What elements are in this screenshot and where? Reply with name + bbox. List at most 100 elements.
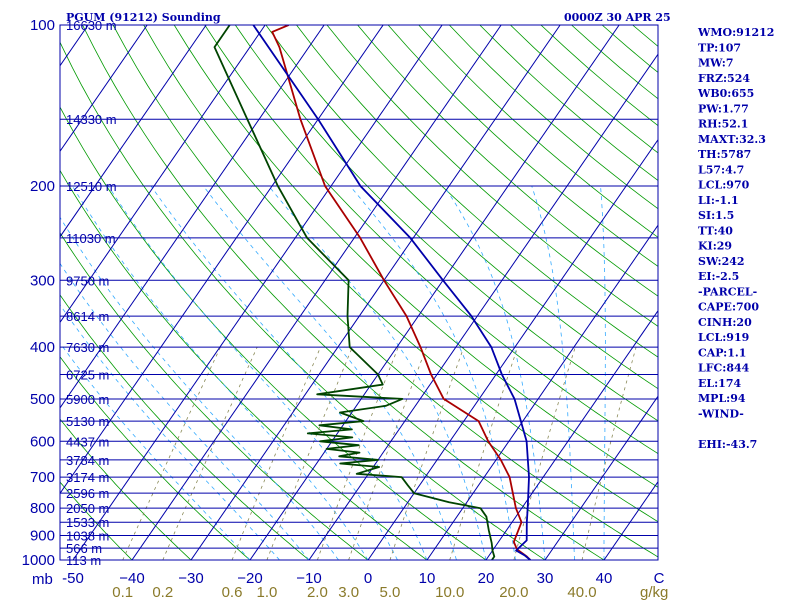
mixing-ratio-tick-label: 0.6 xyxy=(222,584,243,600)
sounding-profiles xyxy=(213,25,531,560)
height-labels: 16630 m 14330 m 12510 m 11030 m 9750 m 8614 m… xyxy=(66,18,117,568)
isotherm-line xyxy=(60,25,148,153)
isotherm-line xyxy=(544,395,658,560)
temperature-tick-label: −30 xyxy=(178,570,203,587)
height-level-label: 9750 m xyxy=(66,273,109,288)
index-value: CAP:1.1 xyxy=(698,346,746,359)
mixing-ratio-tick-label: 1.0 xyxy=(257,584,278,600)
isotherm-line xyxy=(60,25,325,409)
isotherm-line xyxy=(367,138,658,560)
height-level-label: 2050 m xyxy=(66,501,109,516)
moist-adiabat-line xyxy=(531,185,575,560)
index-value: WB0:655 xyxy=(697,87,754,100)
background-grid xyxy=(60,25,658,560)
index-value: LI:-1.1 xyxy=(698,194,739,207)
index-value: WMO:91212 xyxy=(697,26,774,39)
height-level-label: 6725 m xyxy=(66,367,109,382)
isotherms xyxy=(60,25,658,560)
index-value: MAXT:32.3 xyxy=(698,133,766,146)
plot-frame xyxy=(59,24,659,561)
isotherm-line xyxy=(190,25,561,560)
height-level-label: 1038 m xyxy=(66,529,109,544)
mixing-ratio-unit-label: g/kg xyxy=(640,584,668,600)
temperature-tick-label: −20 xyxy=(237,570,262,587)
pressure-tick-label: 500 xyxy=(30,391,55,408)
isotherm-line xyxy=(72,25,443,560)
index-value: PW:1.77 xyxy=(698,102,749,115)
moist-adiabat-line xyxy=(72,185,369,560)
mixing-ratio-tick-label: 3.0 xyxy=(338,584,359,600)
index-value: EHI:-43.7 xyxy=(698,438,757,451)
pressure-tick-label: 700 xyxy=(30,469,55,486)
height-level-label: 3784 m xyxy=(66,453,109,468)
height-level-label: 113 m xyxy=(66,553,101,568)
pressure-tick-label: 100 xyxy=(30,17,55,34)
height-level-label: 7630 m xyxy=(66,340,109,355)
index-value: MW:7 xyxy=(698,57,734,70)
mixing-ratio-labels: 0.1 0.2 0.6 1.0 2.0 3.0 5.0 10.0 20.0 40.0 xyxy=(112,584,596,600)
moist-adiabat-line xyxy=(600,186,606,560)
index-value: MPL:94 xyxy=(698,392,746,405)
pressure-tick-label: 200 xyxy=(30,178,55,195)
height-level-label: 12510 m xyxy=(66,179,117,194)
isotherm-line xyxy=(426,224,658,560)
index-value: TP:107 xyxy=(698,41,741,54)
height-level-label: 2596 m xyxy=(66,486,109,501)
index-value: SW:242 xyxy=(698,255,745,268)
index-value: LCL:970 xyxy=(698,179,750,192)
sounding-time: 0000Z 30 APR 25 xyxy=(564,11,671,24)
isotherm-line xyxy=(60,25,266,324)
index-value: -PARCEL- xyxy=(698,285,757,298)
height-level-label: 16630 m xyxy=(66,18,117,33)
moist-adiabat-line xyxy=(268,185,487,560)
temperature-tick-label: −40 xyxy=(119,570,144,587)
pressure-tick-label: 400 xyxy=(30,339,55,356)
mixing-ratio-tick-label: 0.2 xyxy=(152,584,173,600)
index-value: SI:1.5 xyxy=(698,209,734,222)
temperature-unit-label: C xyxy=(654,570,665,587)
pressure-tick-label: 1000 xyxy=(22,552,55,569)
temperature-profile xyxy=(271,25,531,560)
index-value: TT:40 xyxy=(698,224,733,237)
height-level-label: 11030 m xyxy=(66,231,116,246)
indices-panel: WMO:91212 TP:107 MW:7 FRZ:524 WB0:655 PW:1.77… xyxy=(697,26,774,451)
isotherm-line xyxy=(308,53,658,560)
height-level-label: 14330 m xyxy=(66,112,117,127)
temperature-tick-label: 40 xyxy=(596,570,613,587)
index-value: LCL:919 xyxy=(698,331,749,344)
isotherm-line xyxy=(60,25,384,495)
pressure-tick-label: 900 xyxy=(30,528,55,545)
mixing-ratio-tick-label: 40.0 xyxy=(567,584,596,600)
mixing-ratio-tick-label: 20.0 xyxy=(499,584,528,600)
height-level-label: 5130 m xyxy=(66,414,109,429)
index-value: CAPE:700 xyxy=(698,301,759,314)
isobars xyxy=(60,25,658,560)
index-value: EL:174 xyxy=(698,377,741,390)
index-value: EI:-2.5 xyxy=(698,270,739,283)
mixing-ratio-tick-label: 10.0 xyxy=(435,584,464,600)
dewpoint-profile xyxy=(213,25,496,560)
parcel-profile xyxy=(252,25,531,560)
index-value: LFC:844 xyxy=(698,362,750,375)
height-level-label: 4437 m xyxy=(66,434,109,449)
mixing-ratio-tick-label: 2.0 xyxy=(307,584,328,600)
pressure-tick-label: 600 xyxy=(30,433,55,450)
temperature-tick-label: 30 xyxy=(537,570,554,587)
temperature-labels: -50 −40 −30 −20 −10 0 10 20 30 40 C xyxy=(62,570,664,587)
isotherm-line xyxy=(131,25,502,560)
temperature-tick-label: −10 xyxy=(296,570,321,587)
height-level-label: 8614 m xyxy=(66,309,109,324)
index-value: L57:4.7 xyxy=(698,163,744,176)
pressure-tick-label: 800 xyxy=(30,500,55,517)
temperature-tick-label: -50 xyxy=(62,570,84,587)
isotherm-line xyxy=(60,25,207,238)
index-value: TH:5787 xyxy=(698,148,751,161)
moist-adiabat-line xyxy=(443,185,546,560)
height-level-label: 1533 m xyxy=(66,515,109,530)
mixing-ratio-tick-label: 0.1 xyxy=(112,584,133,600)
index-value: -WIND- xyxy=(698,407,744,420)
height-level-label: 5900 m xyxy=(66,392,109,407)
height-level-label: 566 m xyxy=(66,541,102,556)
